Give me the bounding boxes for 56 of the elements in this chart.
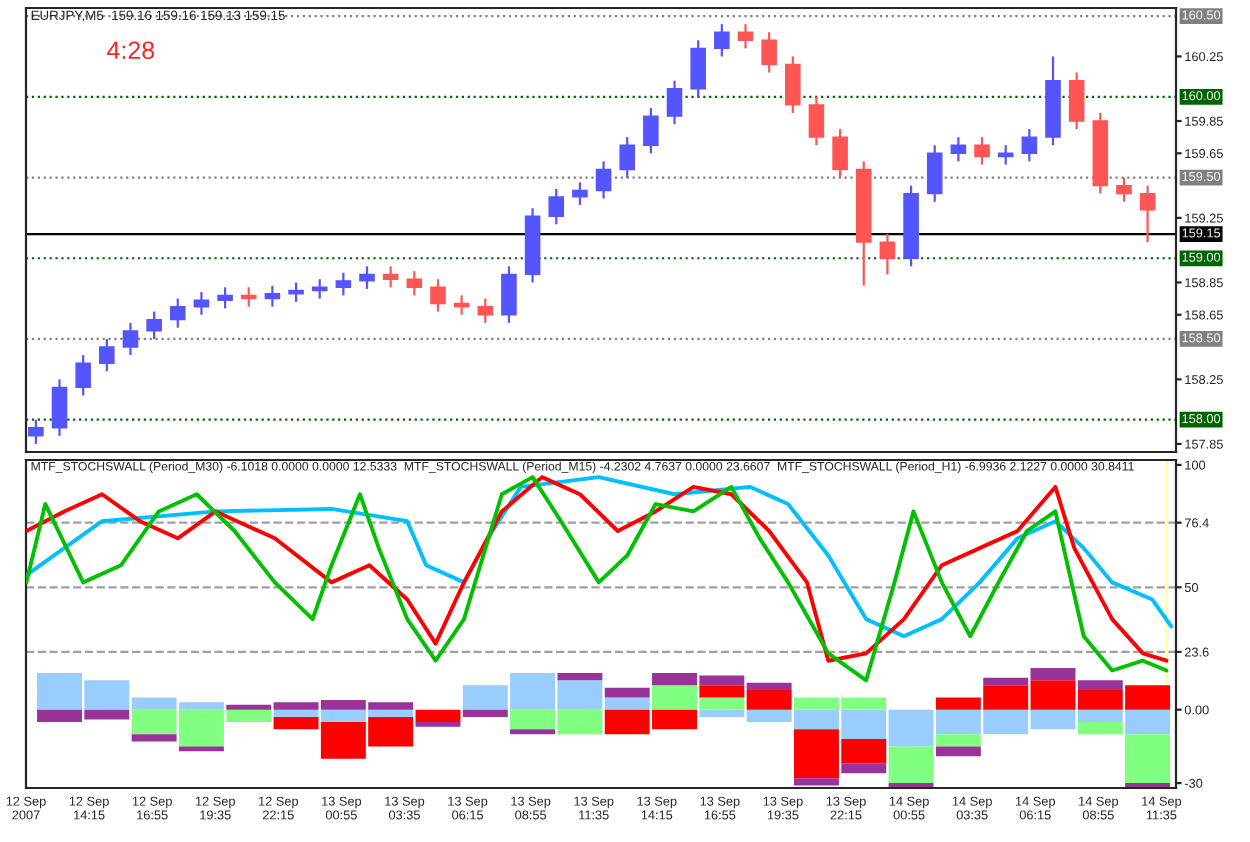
candlestick	[75, 354, 91, 397]
candlestick	[832, 127, 848, 179]
candlestick	[974, 136, 990, 166]
bar	[1077, 680, 1123, 691]
candlestick	[666, 79, 683, 126]
candlestick	[1068, 71, 1085, 131]
bar	[888, 746, 934, 784]
candlestick	[619, 136, 636, 179]
candlestick	[430, 278, 446, 313]
candlestick	[122, 321, 139, 357]
candlestick	[690, 39, 706, 98]
bar	[604, 687, 650, 698]
bar	[462, 709, 508, 718]
candlestick	[761, 31, 777, 74]
bar	[131, 734, 177, 742]
candlestick	[382, 265, 399, 289]
candlestick	[99, 337, 115, 373]
bar	[557, 672, 603, 681]
bar	[841, 763, 887, 774]
candlestick	[146, 310, 162, 341]
bar	[935, 734, 981, 747]
candlestick	[926, 144, 943, 203]
candlestick	[785, 55, 801, 115]
candlestick	[950, 136, 967, 163]
candlestick	[1116, 176, 1132, 203]
candlestick	[501, 265, 517, 324]
candlestick	[28, 418, 44, 446]
bar	[1125, 734, 1171, 784]
candlestick	[217, 286, 233, 310]
candlestick	[264, 284, 281, 308]
candlestick	[240, 286, 257, 308]
bar	[935, 746, 981, 757]
annotation: 4:28	[107, 41, 155, 60]
candlestick	[879, 232, 896, 276]
candlestick	[572, 181, 588, 207]
candlestick	[169, 297, 186, 329]
candlestick	[737, 23, 754, 50]
candlestick	[1139, 184, 1156, 244]
candlestick	[288, 281, 304, 303]
candlestick	[808, 95, 825, 147]
bar	[415, 721, 461, 727]
candlestick	[714, 23, 730, 58]
candlestick	[548, 187, 565, 226]
candlestick	[51, 378, 68, 437]
candlestick	[643, 106, 659, 155]
candlestick	[311, 278, 328, 300]
candlestick	[595, 160, 612, 200]
candlestick	[406, 270, 423, 297]
candlestick	[359, 265, 375, 291]
bar	[178, 746, 224, 752]
bar	[510, 729, 556, 735]
bar	[793, 778, 839, 786]
candlestick	[335, 271, 352, 297]
bar	[1077, 721, 1123, 735]
candlestick	[477, 297, 494, 324]
candlestick	[1021, 127, 1038, 163]
